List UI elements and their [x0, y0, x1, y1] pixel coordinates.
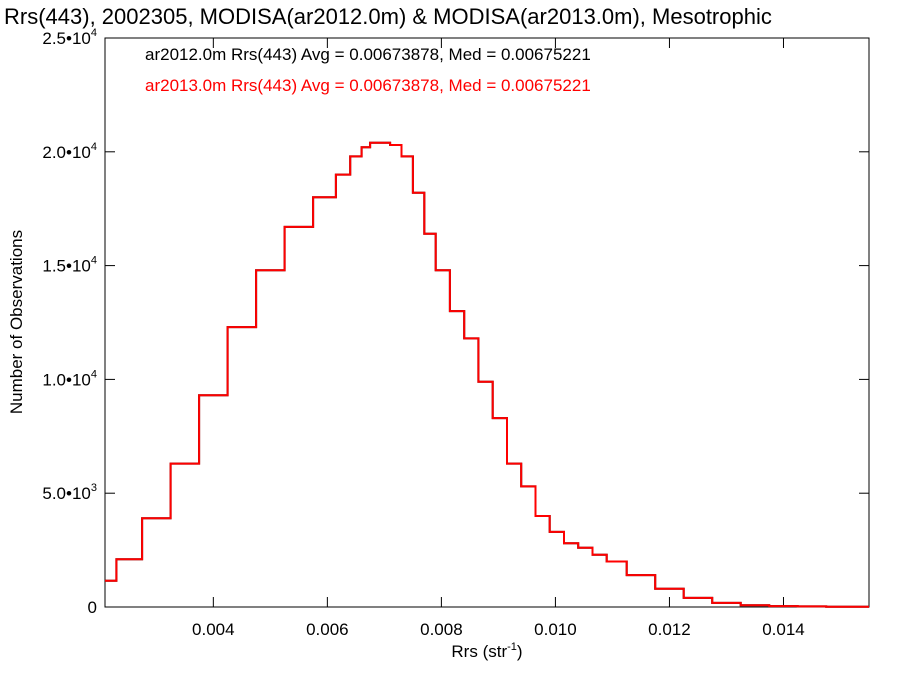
y-tick-exponent: 4	[91, 255, 97, 267]
series-line-ar2012.0m	[105, 141, 869, 608]
legend-entry-ar2012: ar2012.0m Rrs(443) Avg = 0.00673878, Med…	[145, 45, 591, 64]
series-layer	[105, 141, 869, 608]
y-tick-exponent: 4	[91, 141, 97, 153]
y-tick-exponent: 4	[91, 368, 97, 380]
x-tick-label: 0.014	[762, 620, 805, 639]
y-axis-label: Number of Observations	[7, 230, 26, 414]
y-tick-label: 1.5•104	[42, 255, 97, 276]
plot-frame	[104, 37, 870, 608]
x-tick-label: 0.010	[534, 620, 577, 639]
y-tick-label: 2.0•104	[42, 141, 97, 162]
legend: ar2012.0m Rrs(443) Avg = 0.00673878, Med…	[145, 45, 591, 95]
x-tick-label: 0.004	[192, 620, 235, 639]
y-tick-mantissa: 1.5•10	[42, 257, 91, 276]
legend-entry-ar2013: ar2013.0m Rrs(443) Avg = 0.00673878, Med…	[145, 76, 591, 95]
x-axis-label-close: )	[517, 642, 523, 661]
y-tick-label: 1.0•104	[42, 368, 97, 389]
series-line-ar2013.0m	[105, 141, 869, 608]
x-tick-label: 0.008	[420, 620, 463, 639]
chart-title: Rrs(443), 2002305, MODISA(ar2012.0m) & M…	[4, 4, 772, 29]
y-tick-mantissa: 0	[88, 598, 97, 617]
x-axis-label-base: Rrs (str	[451, 642, 507, 661]
y-tick-mantissa: 1.0•10	[42, 370, 91, 389]
y-tick-mantissa: 2.5•10	[42, 29, 91, 48]
y-tick-exponent: 4	[91, 27, 97, 39]
y-tick-mantissa: 5.0•10	[42, 484, 91, 503]
x-tick-label: 0.006	[306, 620, 349, 639]
y-tick-label: 5.0•103	[42, 482, 97, 503]
y-tick-label: 2.5•104	[42, 27, 97, 48]
y-tick-exponent: 3	[91, 482, 97, 494]
y-tick-label: 0	[88, 598, 97, 617]
x-axis-label: Rrs (str-1)	[451, 641, 522, 661]
y-tick-mantissa: 2.0•10	[42, 143, 91, 162]
x-axis: 0.004 0.006 0.008 0.010 0.012 0.014	[192, 38, 805, 639]
x-tick-label: 0.012	[648, 620, 691, 639]
x-axis-label-exponent: -1	[507, 641, 517, 653]
